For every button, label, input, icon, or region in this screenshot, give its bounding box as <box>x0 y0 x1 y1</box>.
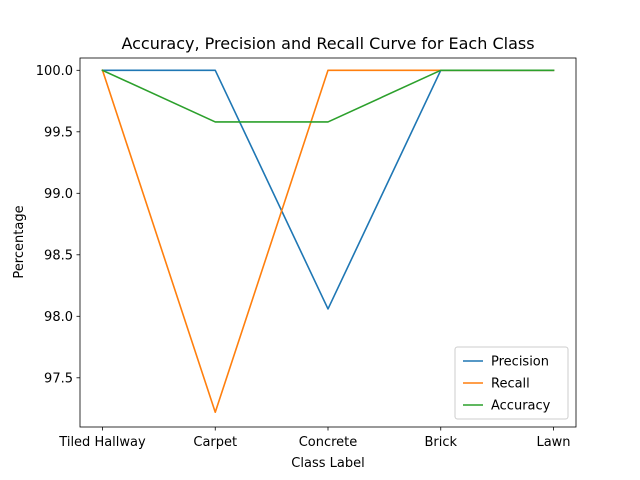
legend-box <box>454 346 569 420</box>
x-tick-label: Brick <box>424 435 457 450</box>
y-tick-label: 98.0 <box>44 310 73 325</box>
legend-label-recall: Recall <box>491 377 530 392</box>
y-tick-label: 97.5 <box>44 371 73 386</box>
y-tick-label: 100.0 <box>36 64 73 79</box>
legend: Precision Recall Accuracy <box>454 346 569 420</box>
y-tick-label: 99.0 <box>44 187 73 202</box>
chart-title: Accuracy, Precision and Recall Curve for… <box>121 34 534 53</box>
x-tick-label: Carpet <box>193 435 237 450</box>
y-axis-ticks: 97.5 98.0 98.5 99.0 99.5 100.0 <box>36 64 80 386</box>
x-tick-label: Concrete <box>299 435 358 450</box>
x-tick-label: Lawn <box>536 435 570 450</box>
x-axis-label: Class Label <box>291 456 364 471</box>
x-tick-label: Tiled Hallway <box>58 435 146 450</box>
x-axis-ticks: Tiled Hallway Carpet Concrete Brick Lawn <box>58 427 571 450</box>
legend-label-precision: Precision <box>491 355 549 370</box>
y-tick-label: 98.5 <box>44 248 73 263</box>
y-tick-label: 99.5 <box>44 125 73 140</box>
series-line-accuracy <box>101 69 555 123</box>
y-axis-label: Percentage <box>12 205 27 278</box>
series-layer <box>101 69 555 414</box>
legend-label-accuracy: Accuracy <box>491 399 551 414</box>
